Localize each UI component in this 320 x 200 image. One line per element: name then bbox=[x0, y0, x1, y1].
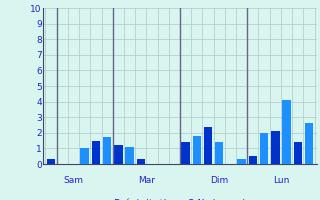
Bar bbox=[271, 131, 279, 164]
Bar bbox=[237, 159, 246, 164]
Bar bbox=[181, 142, 190, 164]
Bar bbox=[282, 100, 291, 164]
Text: Lun: Lun bbox=[273, 176, 289, 185]
Text: Sam: Sam bbox=[63, 176, 84, 185]
Bar bbox=[293, 142, 302, 164]
Bar bbox=[47, 159, 55, 164]
Bar bbox=[114, 145, 123, 164]
Bar bbox=[305, 123, 313, 164]
Bar bbox=[92, 141, 100, 164]
Bar bbox=[125, 147, 134, 164]
Bar bbox=[260, 133, 268, 164]
Bar bbox=[137, 159, 145, 164]
Bar bbox=[193, 136, 201, 164]
Text: Dim: Dim bbox=[210, 176, 228, 185]
Bar bbox=[103, 137, 111, 164]
Text: Mar: Mar bbox=[138, 176, 155, 185]
Bar bbox=[204, 127, 212, 164]
Bar bbox=[215, 142, 223, 164]
Bar bbox=[249, 156, 257, 164]
Bar bbox=[81, 148, 89, 164]
Text: Précipitations 24h ( mm ): Précipitations 24h ( mm ) bbox=[114, 198, 246, 200]
